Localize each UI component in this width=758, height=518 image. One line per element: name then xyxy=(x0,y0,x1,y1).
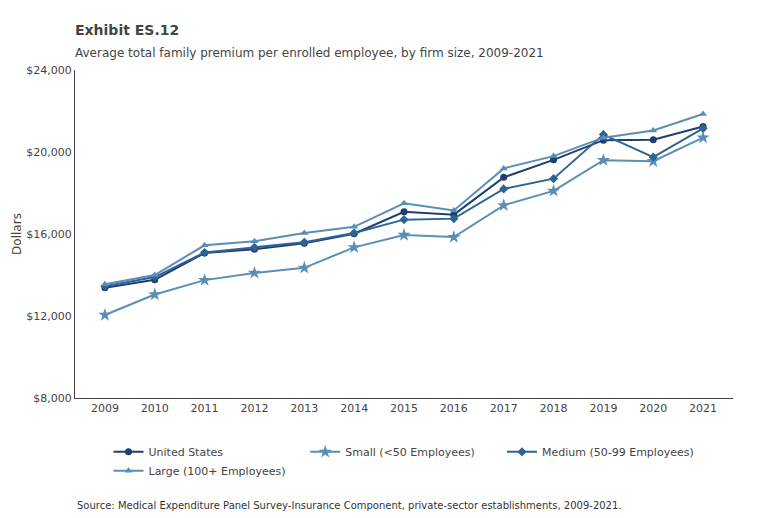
svg-text:$8,000: $8,000 xyxy=(33,392,72,405)
svg-text:2016: 2016 xyxy=(440,402,468,415)
svg-text:2014: 2014 xyxy=(340,402,368,415)
svg-text:Dollars: Dollars xyxy=(10,213,24,255)
svg-text:$20,000: $20,000 xyxy=(26,146,72,159)
svg-text:2018: 2018 xyxy=(540,402,568,415)
svg-text:2013: 2013 xyxy=(290,402,318,415)
svg-text:Large (100+ Employees): Large (100+ Employees) xyxy=(149,465,286,478)
svg-text:Medium (50-99 Employees): Medium (50-99 Employees) xyxy=(542,446,694,459)
svg-text:2020: 2020 xyxy=(639,402,667,415)
svg-text:2010: 2010 xyxy=(141,402,169,415)
svg-text:2012: 2012 xyxy=(240,402,268,415)
svg-text:Average total family premium p: Average total family premium per enrolle… xyxy=(75,46,544,60)
svg-text:2019: 2019 xyxy=(589,402,617,415)
svg-text:Exhibit ES.12: Exhibit ES.12 xyxy=(75,22,179,38)
svg-text:2011: 2011 xyxy=(191,402,219,415)
svg-text:2017: 2017 xyxy=(490,402,518,415)
svg-text:2021: 2021 xyxy=(689,402,717,415)
svg-text:$24,000: $24,000 xyxy=(26,64,72,77)
svg-text:$16,000: $16,000 xyxy=(26,228,72,241)
svg-text:2015: 2015 xyxy=(390,402,418,415)
svg-text:$12,000: $12,000 xyxy=(26,310,72,323)
svg-text:Source: Medical Expenditure Pa: Source: Medical Expenditure Panel Survey… xyxy=(77,500,622,511)
svg-text:United States: United States xyxy=(149,446,224,459)
svg-text:Small (<50 Employees): Small (<50 Employees) xyxy=(345,446,475,459)
svg-text:2009: 2009 xyxy=(91,402,119,415)
